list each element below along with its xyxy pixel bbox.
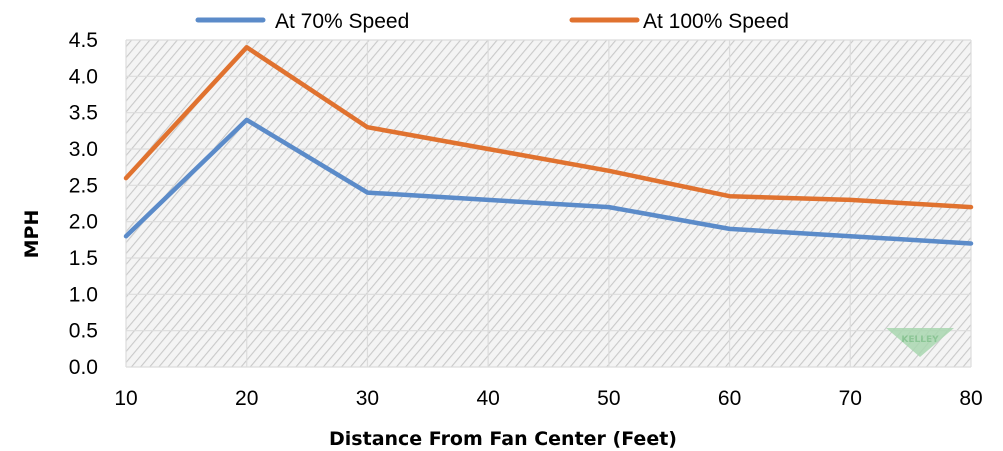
y-tick-label: 1.5 [69, 247, 98, 270]
x-axis-title: Distance From Fan Center (Feet) [329, 428, 677, 450]
x-tick-label: 10 [114, 387, 137, 410]
y-tick-label: 0.5 [69, 320, 98, 343]
legend: At 70% Speed At 100% Speed [195, 10, 789, 33]
x-tick-label: 20 [235, 387, 258, 410]
y-tick-label: 2.5 [69, 174, 98, 197]
x-axis-tick-labels: 10 20 30 40 50 60 70 80 [114, 387, 982, 410]
y-tick-label: 2.0 [69, 211, 98, 234]
series-line-100-percent [123, 45, 974, 210]
y-tick-label: 0.0 [69, 356, 98, 379]
y-tick-label: 4.0 [69, 65, 98, 88]
y-tick-label: 4.5 [69, 29, 98, 52]
x-tick-label: 70 [839, 387, 862, 410]
series-layer [123, 45, 974, 246]
y-axis-title: MPH [21, 210, 43, 259]
y-tick-label: 3.5 [69, 102, 98, 125]
x-tick-label: 50 [597, 387, 620, 410]
triangle-logo-icon [886, 328, 954, 357]
legend-label-70: At 70% Speed [275, 10, 409, 33]
series-line-70-percent [123, 117, 974, 246]
grid-lines [125, 39, 972, 368]
y-axis-tick-labels: 0.0 0.5 1.0 1.5 2.0 2.5 3.0 3.5 4.0 4.5 [69, 29, 98, 379]
y-tick-label: 3.0 [69, 138, 98, 161]
x-tick-label: 30 [356, 387, 379, 410]
x-tick-label: 60 [718, 387, 741, 410]
y-tick-label: 1.0 [69, 283, 98, 306]
x-tick-label: 80 [959, 387, 982, 410]
legend-label-100: At 100% Speed [643, 10, 789, 33]
x-tick-label: 40 [476, 387, 499, 410]
watermark-logo: KELLEY [886, 328, 954, 357]
watermark-text: KELLEY [901, 335, 939, 345]
